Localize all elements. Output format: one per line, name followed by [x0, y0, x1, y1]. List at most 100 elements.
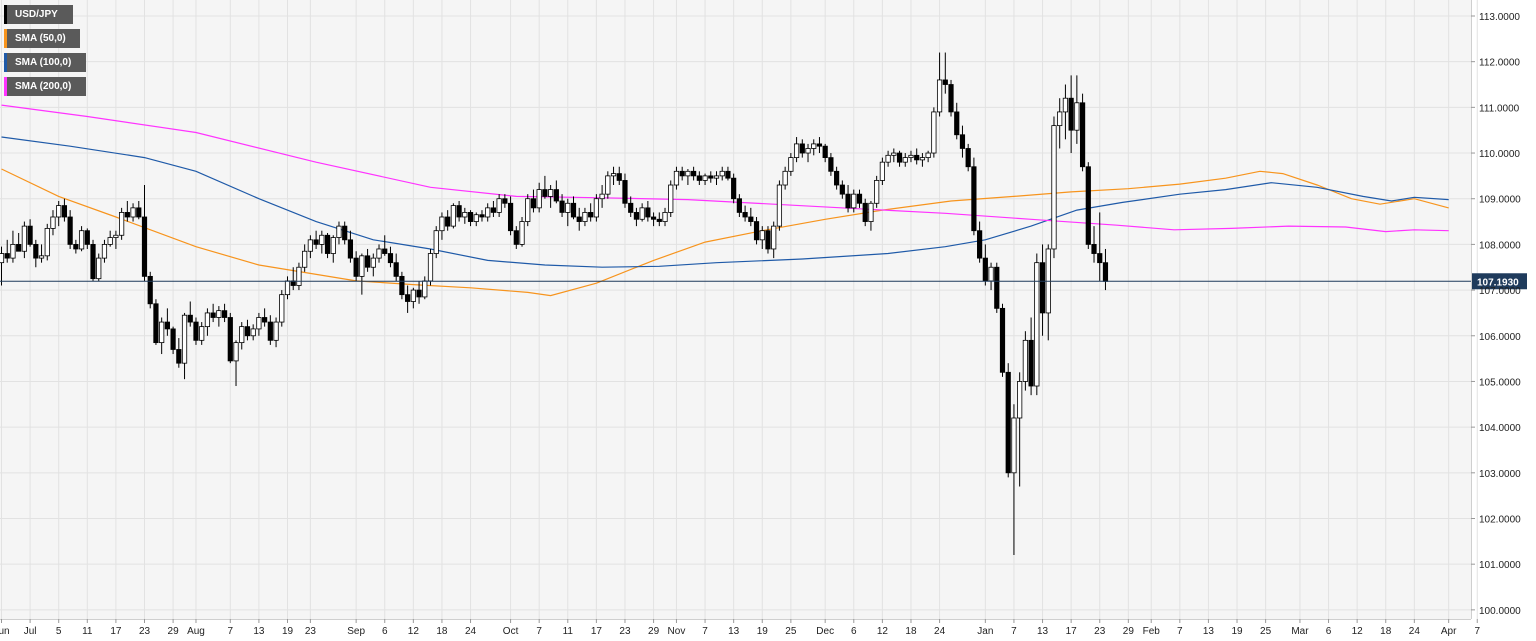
candle-body: [908, 154, 914, 159]
candle-body: [279, 294, 285, 323]
legend-label: USD/JPY: [15, 9, 58, 20]
candle-body: [708, 175, 714, 179]
candle-body: [1039, 262, 1046, 314]
candle-body: [536, 189, 542, 209]
candle-body: [296, 266, 302, 286]
candle-body: [834, 170, 840, 186]
candle-body: [56, 205, 62, 218]
y-tick-label: 104.0000: [1479, 423, 1521, 434]
candle-body: [187, 314, 193, 323]
x-tick-label: 19: [282, 626, 294, 637]
candle-body: [50, 216, 56, 229]
candle-body: [805, 148, 811, 154]
candle-body: [61, 205, 68, 218]
x-tick-label: Jan: [977, 626, 993, 637]
sma-line: [1, 136, 1449, 268]
x-tick-label: 13: [728, 626, 740, 637]
plot-area: [0, 0, 1471, 619]
x-tick-label: 19: [757, 626, 769, 637]
candle-body: [811, 143, 817, 149]
candle-body: [330, 237, 336, 254]
candle-body: [101, 244, 108, 259]
candle-body: [828, 157, 834, 172]
candle-body: [170, 328, 176, 350]
x-tick-label: Aug: [187, 626, 205, 637]
candle-body: [622, 180, 628, 204]
y-tick-label: 107.0000: [1479, 286, 1521, 297]
candle-body: [73, 244, 79, 250]
candle-body: [936, 79, 943, 113]
x-tick-label: 13: [1203, 626, 1215, 637]
x-tick-label: 7: [1011, 626, 1017, 637]
candle-body: [662, 212, 668, 222]
x-tick-label: 12: [408, 626, 420, 637]
candle-body: [130, 207, 136, 218]
candle-body: [553, 189, 559, 202]
candle-body: [507, 202, 514, 232]
candle-body: [78, 230, 85, 250]
x-tick-label: 6: [1326, 626, 1332, 637]
candle-body: [759, 230, 765, 241]
candle-body: [199, 326, 205, 341]
candle-body: [439, 216, 445, 232]
candle-body: [1005, 371, 1011, 474]
candle-body: [650, 216, 657, 220]
candle-body: [1102, 262, 1109, 282]
candle-body: [565, 202, 571, 213]
candle-body: [342, 225, 348, 241]
candle-body: [954, 111, 960, 136]
legend-label: SMA (100,0): [15, 57, 72, 68]
candle-body: [599, 193, 605, 200]
legend-item-sma200[interactable]: SMA (200,0): [4, 77, 86, 96]
candle-body: [839, 184, 845, 195]
x-tick-label: 7: [702, 626, 708, 637]
candle-body: [324, 234, 331, 254]
candle-body: [851, 193, 857, 209]
candle-body: [256, 317, 262, 330]
candle-body: [753, 221, 760, 241]
candle-body: [696, 175, 702, 181]
candle-body: [164, 321, 170, 330]
candle-body: [673, 170, 680, 186]
legend-item-sma50[interactable]: SMA (50,0): [4, 29, 80, 48]
candle-body: [731, 177, 737, 200]
candle-body: [593, 198, 599, 218]
candle-body: [628, 202, 634, 213]
candle-body: [233, 342, 239, 362]
legend-item-sma100[interactable]: SMA (100,0): [4, 53, 86, 72]
candle-body: [399, 275, 405, 296]
candle-body: [942, 79, 948, 85]
candle-body: [181, 314, 188, 364]
candle-body: [221, 310, 228, 318]
candle-body: [319, 234, 325, 245]
candle-body: [519, 221, 525, 245]
candle-body: [422, 280, 428, 298]
x-tick-label: 17: [591, 626, 603, 637]
x-tick-label: Jun: [0, 626, 10, 637]
candle-body: [748, 216, 754, 222]
candle-body: [725, 170, 731, 179]
candle-body: [496, 198, 502, 213]
candle-body: [799, 143, 805, 154]
x-tick-label: 7: [228, 626, 234, 637]
candle-body: [67, 216, 73, 245]
candle-body: [244, 326, 251, 337]
x-tick-label: 6: [382, 626, 388, 637]
candle-body: [994, 266, 1000, 309]
x-tick-label: 29: [168, 626, 180, 637]
candle-body: [216, 310, 222, 318]
candle-body: [588, 212, 594, 218]
candle-body: [656, 218, 662, 222]
candle-body: [896, 152, 903, 163]
candle-body: [925, 152, 931, 159]
legend-label: SMA (200,0): [15, 81, 72, 92]
candle-body: [210, 312, 216, 318]
y-tick-label: 108.0000: [1479, 240, 1521, 251]
candle-body: [393, 262, 399, 277]
candle-body: [347, 239, 354, 259]
y-tick-label: 105.0000: [1479, 377, 1521, 388]
candle-body: [147, 275, 153, 305]
legend-item-usdjpy[interactable]: USD/JPY: [4, 5, 73, 24]
candle-body: [1051, 125, 1057, 250]
